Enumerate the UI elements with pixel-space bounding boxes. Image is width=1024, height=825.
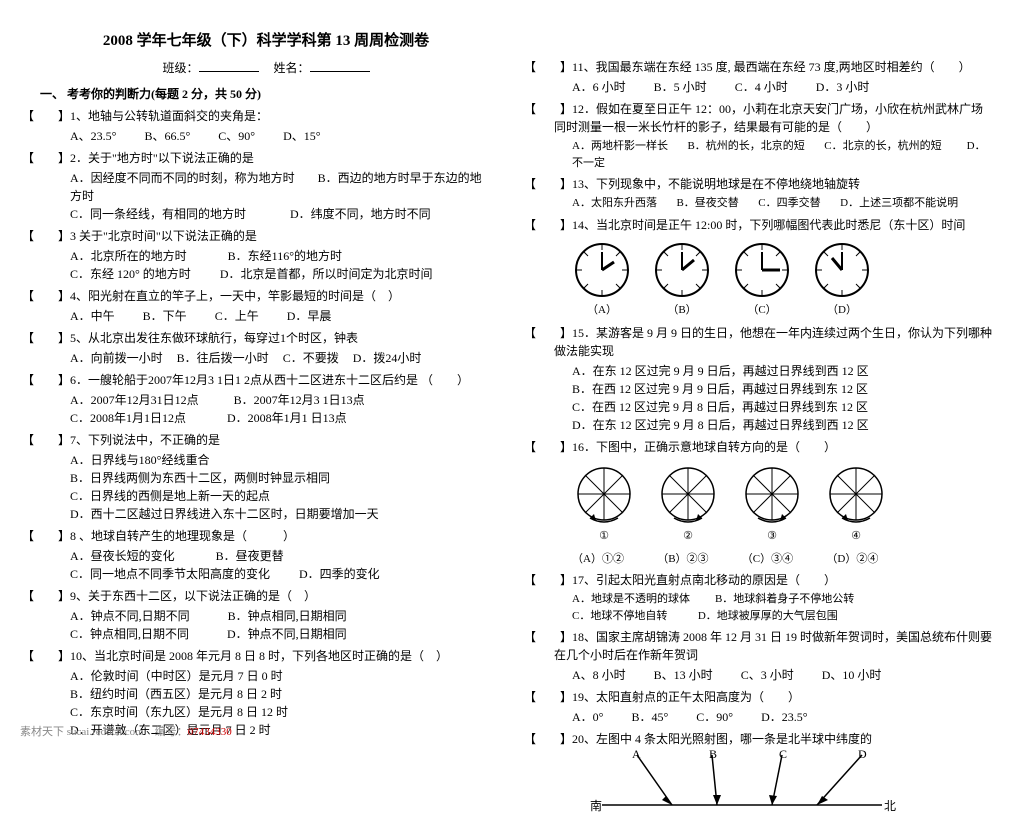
globe-1: ① — [572, 462, 636, 545]
q2: 【 】2．关于"地方时"以下说法正确的是 — [52, 149, 492, 167]
svg-text:C: C — [779, 750, 787, 761]
q11-opts: A．6 小时B．5 小时C．4 小时D．3 小时 — [572, 78, 994, 96]
q7-opts: A．日界线与180°经线重合 B．日界线两侧为东西十二区，两侧时钟显示相同 C．… — [70, 451, 492, 523]
q7: 【 】7、下列说法中，不正确的是 — [52, 431, 492, 449]
q19-opts: A．0°B．45°C．90°D．23.5° — [572, 708, 994, 726]
q12-opts: A．两地杆影一样长 B．杭州的长，北京的短 C．北京的长，杭州的短 D．不一定 — [572, 138, 994, 171]
exam-title: 2008 学年七年级（下）科学学科第 13 周周检测卷 — [40, 30, 492, 53]
answer-bracket[interactable]: 【 — [524, 571, 536, 589]
globe-2: ② — [656, 462, 720, 545]
footer-site: 素材天下 sucai.redocn.com — [20, 726, 144, 738]
svg-text:B: B — [709, 750, 717, 761]
svg-text:A: A — [632, 750, 641, 761]
q1-opts: A、23.5°B、66.5°C、90°D、15° — [70, 127, 492, 145]
answer-bracket[interactable]: 【 — [524, 688, 536, 706]
answer-bracket[interactable]: 【 — [524, 628, 536, 646]
q17-opts: A．地球是不透明的球体 B．地球斜着身子不停地公转 C．地球不停地自转 D．地球… — [572, 591, 994, 624]
q3-opts: A．北京所在的地方时 B．东经116°的地方时 C．东经 120° 的地方时 D… — [70, 247, 492, 283]
section-1-title: 一、 考考你的判断力(每题 2 分，共 50 分) — [40, 85, 492, 103]
answer-bracket[interactable]: 【 — [22, 329, 34, 347]
answer-bracket[interactable]: 【 — [22, 149, 34, 167]
q16-globes: ① ② ③ ④ — [572, 462, 994, 545]
answer-bracket[interactable]: 【 — [524, 324, 536, 342]
q1: 【 】1、地轴与公转轨道面斜交的夹角是： — [52, 107, 492, 125]
q18: 【 】18、国家主席胡锦涛 2008 年 12 月 31 日 19 时做新年贺词… — [554, 628, 994, 664]
q17: 【 】17、引起太阳光直射点南北移动的原因是（ ） — [554, 571, 994, 589]
q18-opts: A、8 小时B、13 小时C、3 小时D、10 小时 — [572, 666, 994, 684]
left-column: 2008 学年七年级（下）科学学科第 13 周周检测卷 班级： 姓名： 一、 考… — [0, 0, 512, 747]
q6-opts: A．2007年12月31日12点 B．2007年12月3 1日13点 C．200… — [70, 391, 492, 427]
q16-opts: （A）①② （B）②③ （C）③④ （D）②④ — [572, 551, 994, 568]
answer-bracket[interactable]: 【 — [22, 431, 34, 449]
q2-opts: A．因经度不同而不同的时刻，称为地方时 B．西边的地方时早于东边的地方时 C．同… — [70, 169, 492, 223]
q6: 【 】6．一艘轮船于2007年12月3 1日1 2点从西十二区进东十二区后约是 … — [52, 371, 492, 389]
q8-opts: A．昼夜长短的变化 B．昼夜更替 C．同一地点不同季节太阳高度的变化 D．四季的… — [70, 547, 492, 583]
q19: 【 】19、太阳直射点的正午太阳高度为（ ） — [554, 688, 994, 706]
clock-a: （A） — [572, 240, 632, 319]
q4: 【 】4、阳光射在直立的竿子上，一天中，竿影最短的时间是（ ） — [52, 287, 492, 305]
answer-bracket[interactable]: 【 — [524, 58, 536, 76]
name-label: 姓名： — [274, 61, 310, 75]
student-info: 班级： 姓名： — [40, 59, 492, 77]
q14-clocks: （A） （B） （C） （D） — [572, 240, 994, 319]
answer-bracket[interactable]: 【 — [524, 730, 536, 748]
answer-bracket[interactable]: 【 — [22, 587, 34, 605]
q12: 【 】12．假如在夏至日正午 12：00，小莉在北京天安门广场，小欣在杭州武林广… — [554, 100, 994, 136]
name-blank[interactable] — [310, 60, 370, 72]
q5-opts: A．向前拨一小时B．往后拨一小时C．不要拨D．拨24小时 — [70, 349, 492, 367]
q8: 【 】8 、地球自转产生的地理现象是（ ） — [52, 527, 492, 545]
footer-id-label: 编号： — [155, 726, 188, 738]
q13: 【 】13、下列现象中，不能说明地球是在不停地绕地轴旋转 — [554, 175, 994, 193]
answer-bracket[interactable]: 【 — [524, 100, 536, 118]
q10: 【 】10、当北京时间是 2008 年元月 8 日 8 时，下列各地区时正确的是… — [52, 647, 492, 665]
globe-3: ③ — [740, 462, 804, 545]
q3: 【 】3 关于"北京时间"以下说法正确的是 — [52, 227, 492, 245]
q4-opts: A．中午B．下午C．上午D．早晨 — [70, 307, 492, 325]
q20-diagram: 南 北 A B C D — [582, 750, 994, 825]
q5: 【 】5、从北京出发往东做环球航行，每穿过1个时区，钟表 — [52, 329, 492, 347]
globe-4: ④ — [824, 462, 888, 545]
answer-bracket[interactable]: 【 — [22, 287, 34, 305]
q13-opts: A．太阳东升西落 B．昼夜交替 C．四季交替 D．上述三项都不能说明 — [572, 195, 994, 212]
q15-opts: A．在东 12 区过完 9 月 9 日后，再越过日界线到西 12 区 B．在西 … — [572, 362, 994, 434]
answer-bracket[interactable]: 【 — [22, 527, 34, 545]
answer-bracket[interactable]: 【 — [22, 371, 34, 389]
q14: 【 】14、当北京时间是正午 12:00 时，下列哪幅图代表此时悉尼（东十区）时… — [554, 216, 994, 234]
answer-bracket[interactable]: 【 — [524, 175, 536, 193]
answer-bracket[interactable]: 【 — [22, 107, 34, 125]
axis-south: 南 — [590, 798, 602, 813]
q9-opts: A．钟点不同,日期不同 B．钟点相同,日期相同 C．钟点相同,日期不同 D．钟点… — [70, 607, 492, 643]
clock-label-c: （C） — [732, 302, 792, 319]
page-footer: 素材天下 sucai.redocn.com 编号：07434330 — [20, 723, 232, 739]
right-column: 【 】11、我国最东端在东经 135 度, 最西端在东经 73 度,两地区时相差… — [512, 0, 1024, 747]
clock-b: （B） — [652, 240, 712, 319]
class-blank[interactable] — [199, 60, 259, 72]
axis-north: 北 — [884, 799, 896, 813]
q15: 【 】15．某游客是 9 月 9 日的生日，他想在一年内连续过两个生日，你认为下… — [554, 324, 994, 360]
q11: 【 】11、我国最东端在东经 135 度, 最西端在东经 73 度,两地区时相差… — [554, 58, 994, 76]
footer-id: 07434330 — [188, 726, 232, 738]
q20: 【 】20、左图中 4 条太阳光照射图，哪一条是北半球中纬度的 — [554, 730, 994, 748]
clock-d: （D） — [812, 240, 872, 319]
q9: 【 】9、关于东西十二区，以下说法正确的是（ ） — [52, 587, 492, 605]
class-label: 班级： — [162, 61, 198, 75]
answer-bracket[interactable]: 【 — [22, 647, 34, 665]
answer-bracket[interactable]: 【 — [524, 438, 536, 456]
clock-label-d: （D） — [812, 302, 872, 319]
clock-label-a: （A） — [572, 302, 632, 319]
q16: 【 】16．下图中，正确示意地球自转方向的是（ ） — [554, 438, 994, 456]
answer-bracket[interactable]: 【 — [22, 227, 34, 245]
clock-label-b: （B） — [652, 302, 712, 319]
clock-c: （C） — [732, 240, 792, 319]
svg-text:D: D — [858, 750, 867, 761]
answer-bracket[interactable]: 【 — [524, 216, 536, 234]
